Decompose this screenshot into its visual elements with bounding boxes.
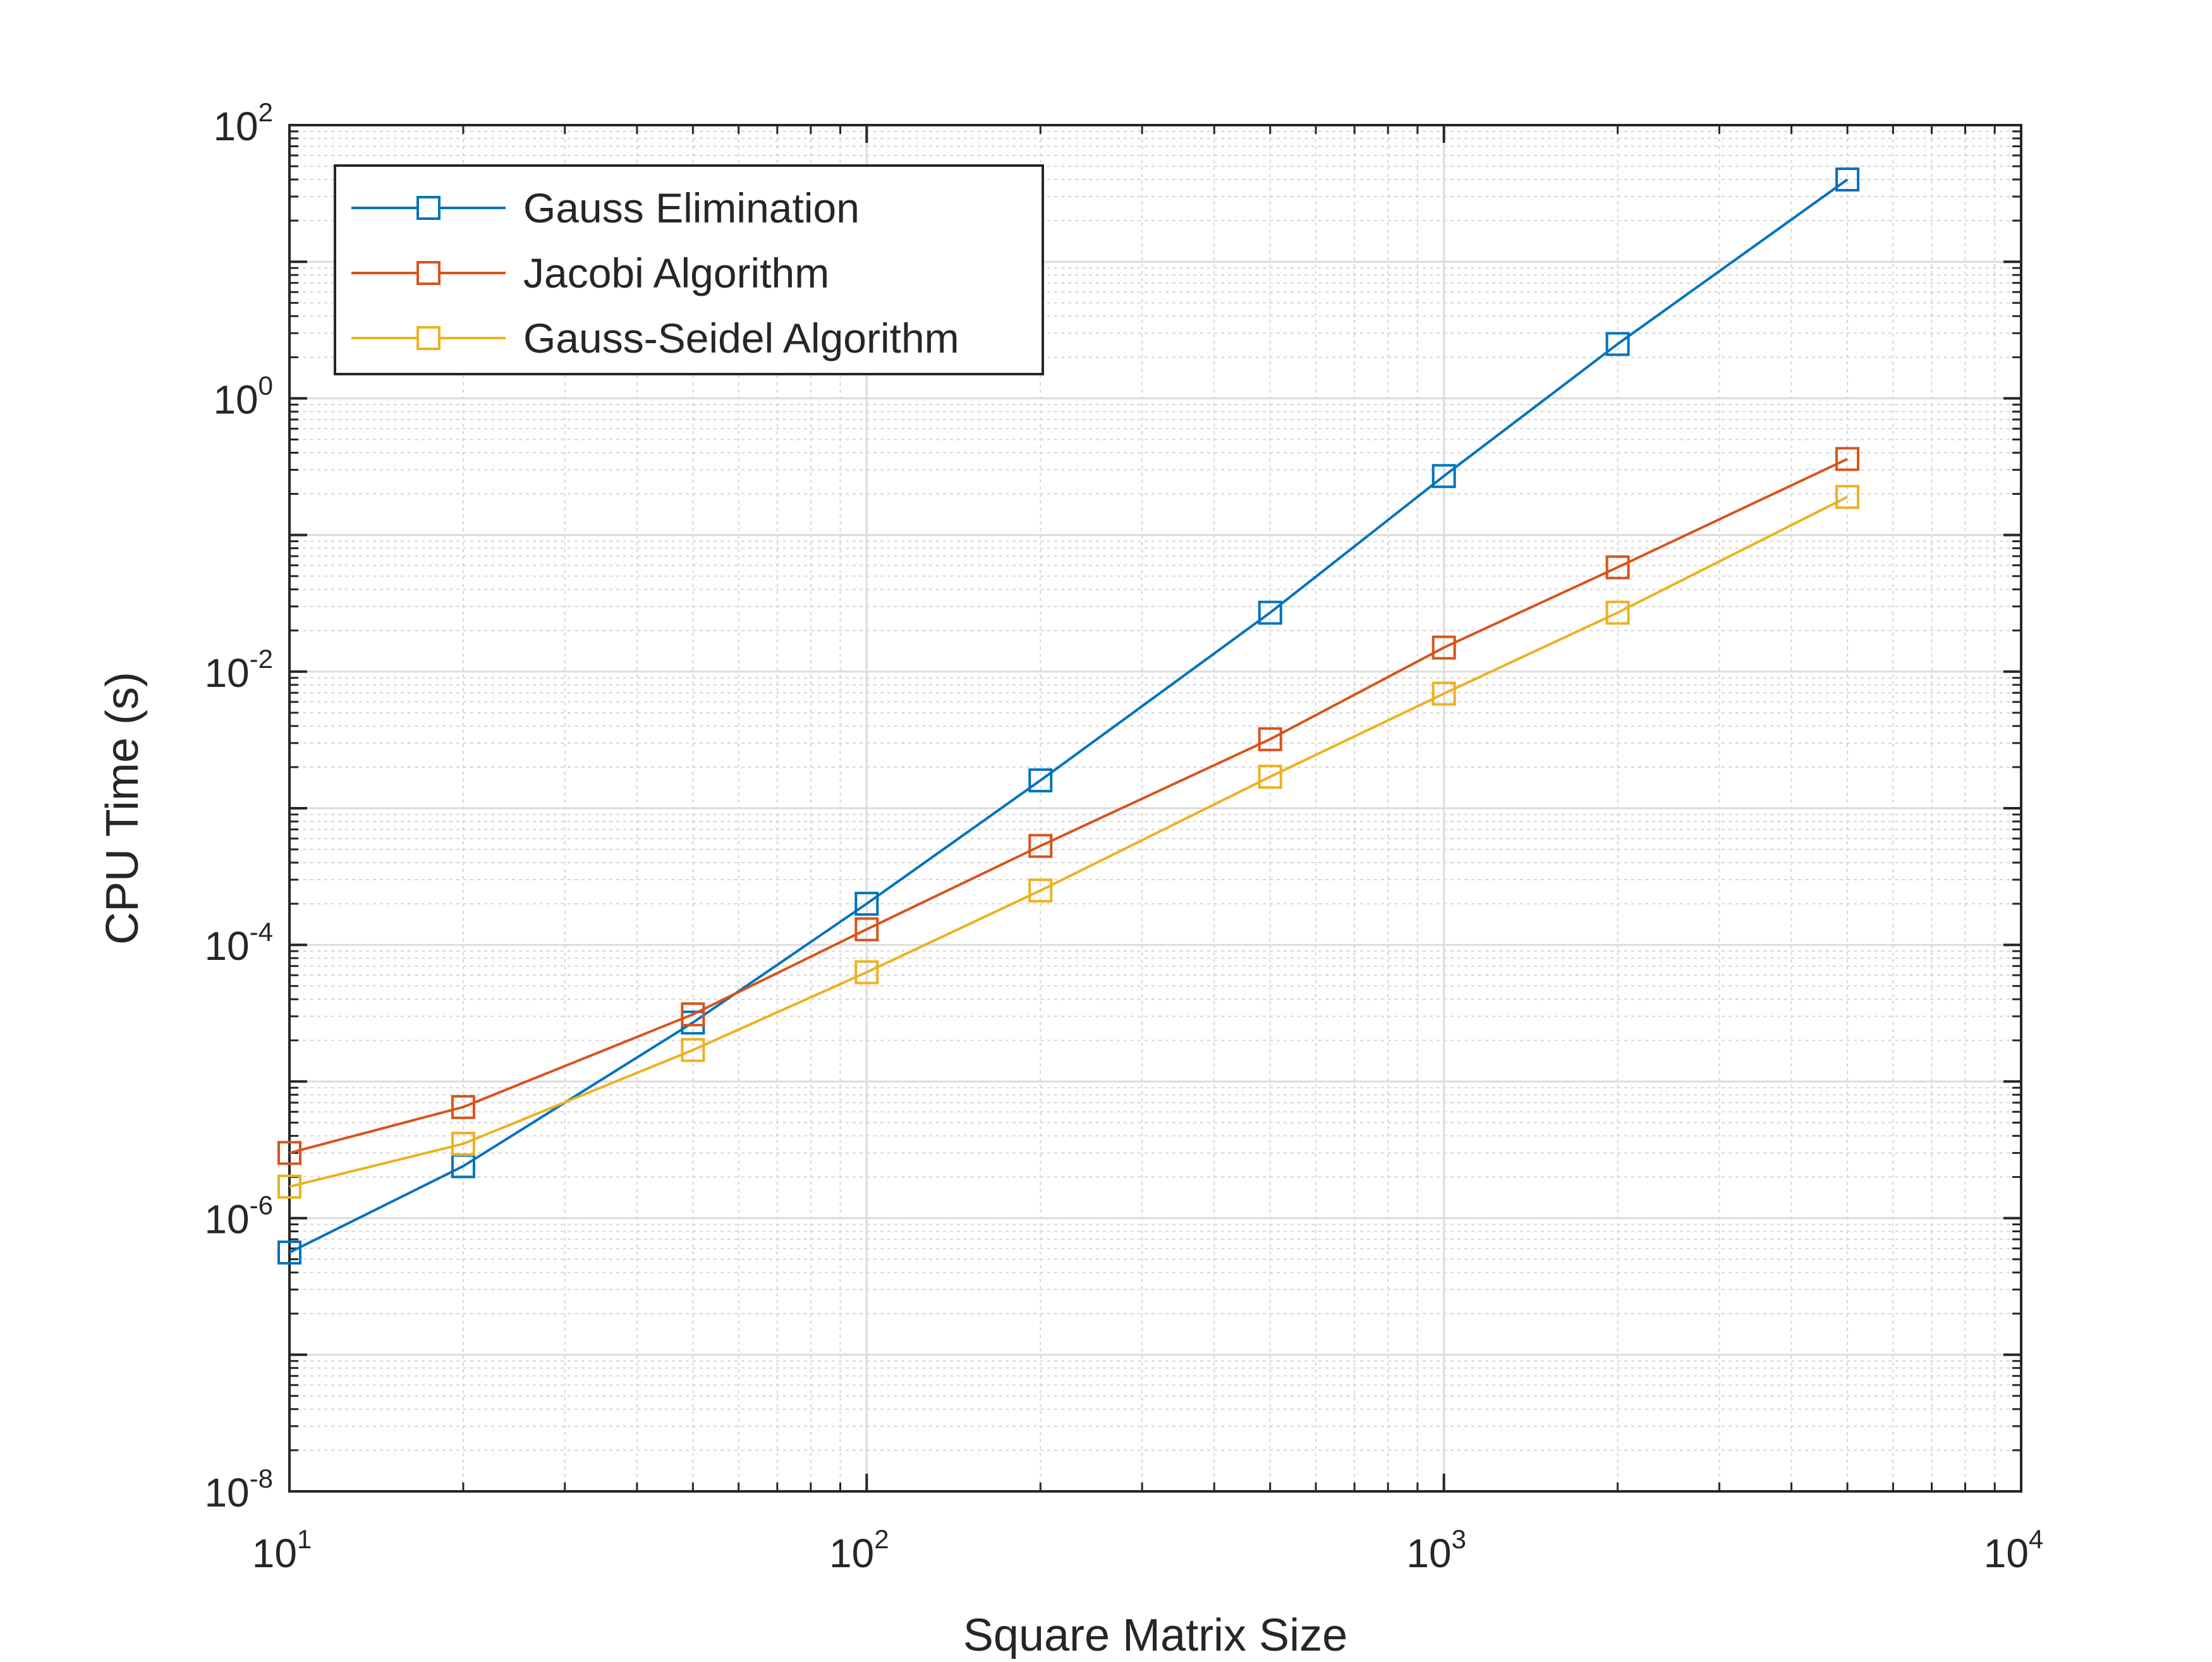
series-line	[289, 495, 1849, 1188]
x-tick-label: 101	[252, 1524, 312, 1576]
y-tick-label: 10-8	[204, 1464, 273, 1515]
legend: Gauss Elimination Jacobi Algorithm Gauss-S…	[334, 164, 1044, 375]
legend-entry: Gauss Elimination	[351, 185, 860, 231]
data-point-marker	[1258, 765, 1282, 789]
data-point-marker	[1835, 167, 1860, 192]
y-tick-label: 10-6	[204, 1191, 273, 1242]
data-point-marker	[854, 892, 879, 916]
x-axis-label: Square Matrix Size	[963, 1610, 1347, 1659]
data-point-marker	[1835, 447, 1860, 471]
data-point-marker	[1258, 600, 1282, 625]
data-point-marker	[1605, 555, 1630, 579]
y-tick-label: 102	[213, 97, 273, 149]
series-layer	[277, 167, 1860, 1265]
legend-label: Jacobi Algorithm	[523, 250, 829, 296]
data-point-marker	[854, 917, 879, 942]
data-point-marker	[1605, 332, 1630, 356]
legend-marker	[416, 196, 441, 220]
y-tick-label: 10-4	[204, 917, 273, 969]
data-point-marker	[681, 1038, 705, 1062]
data-point-marker	[451, 1095, 475, 1119]
data-point-marker	[1605, 600, 1630, 625]
legend-label: Gauss Elimination	[523, 185, 860, 231]
x-tick-label: 104	[1984, 1524, 2044, 1576]
data-point-marker	[681, 1002, 705, 1027]
legend-entry: Jacobi Algorithm	[351, 250, 829, 296]
y-tick-label: 10-2	[204, 644, 273, 696]
legend-label: Gauss-Seidel Algorithm	[523, 315, 959, 361]
data-point-marker	[1028, 834, 1053, 858]
data-point-marker	[1431, 635, 1456, 660]
x-tick-label: 102	[829, 1524, 889, 1576]
data-point-marker	[1431, 464, 1456, 488]
series-line	[289, 458, 1848, 1155]
data-point-marker	[277, 1240, 301, 1265]
series-0	[277, 167, 1860, 1265]
data-point-marker	[1258, 727, 1282, 751]
data-point-marker	[277, 1141, 301, 1165]
axes-box	[288, 124, 2022, 1493]
data-point-marker	[1028, 768, 1053, 792]
series-2	[277, 485, 1860, 1199]
y-tick-label: 100	[213, 370, 273, 422]
x-tick-label: 103	[1406, 1524, 1466, 1576]
data-point-marker	[1835, 485, 1860, 509]
data-point-marker	[1431, 681, 1456, 706]
data-point-marker	[1028, 878, 1053, 903]
y-axis-label: CPU Time (s)	[97, 672, 148, 945]
x-tick-labels: 101 102 103 104	[252, 1524, 2044, 1576]
series-1	[277, 447, 1860, 1165]
data-point-marker	[451, 1131, 475, 1156]
series-line	[289, 178, 1849, 1254]
legend-marker	[416, 261, 441, 285]
data-point-marker	[277, 1174, 301, 1199]
legend-entry: Gauss-Seidel Algorithm	[351, 315, 959, 361]
legend-marker	[416, 326, 441, 350]
y-tick-labels: 10-8 10-6 10-4 10-2 100 102	[204, 97, 273, 1515]
data-point-marker	[854, 960, 879, 985]
